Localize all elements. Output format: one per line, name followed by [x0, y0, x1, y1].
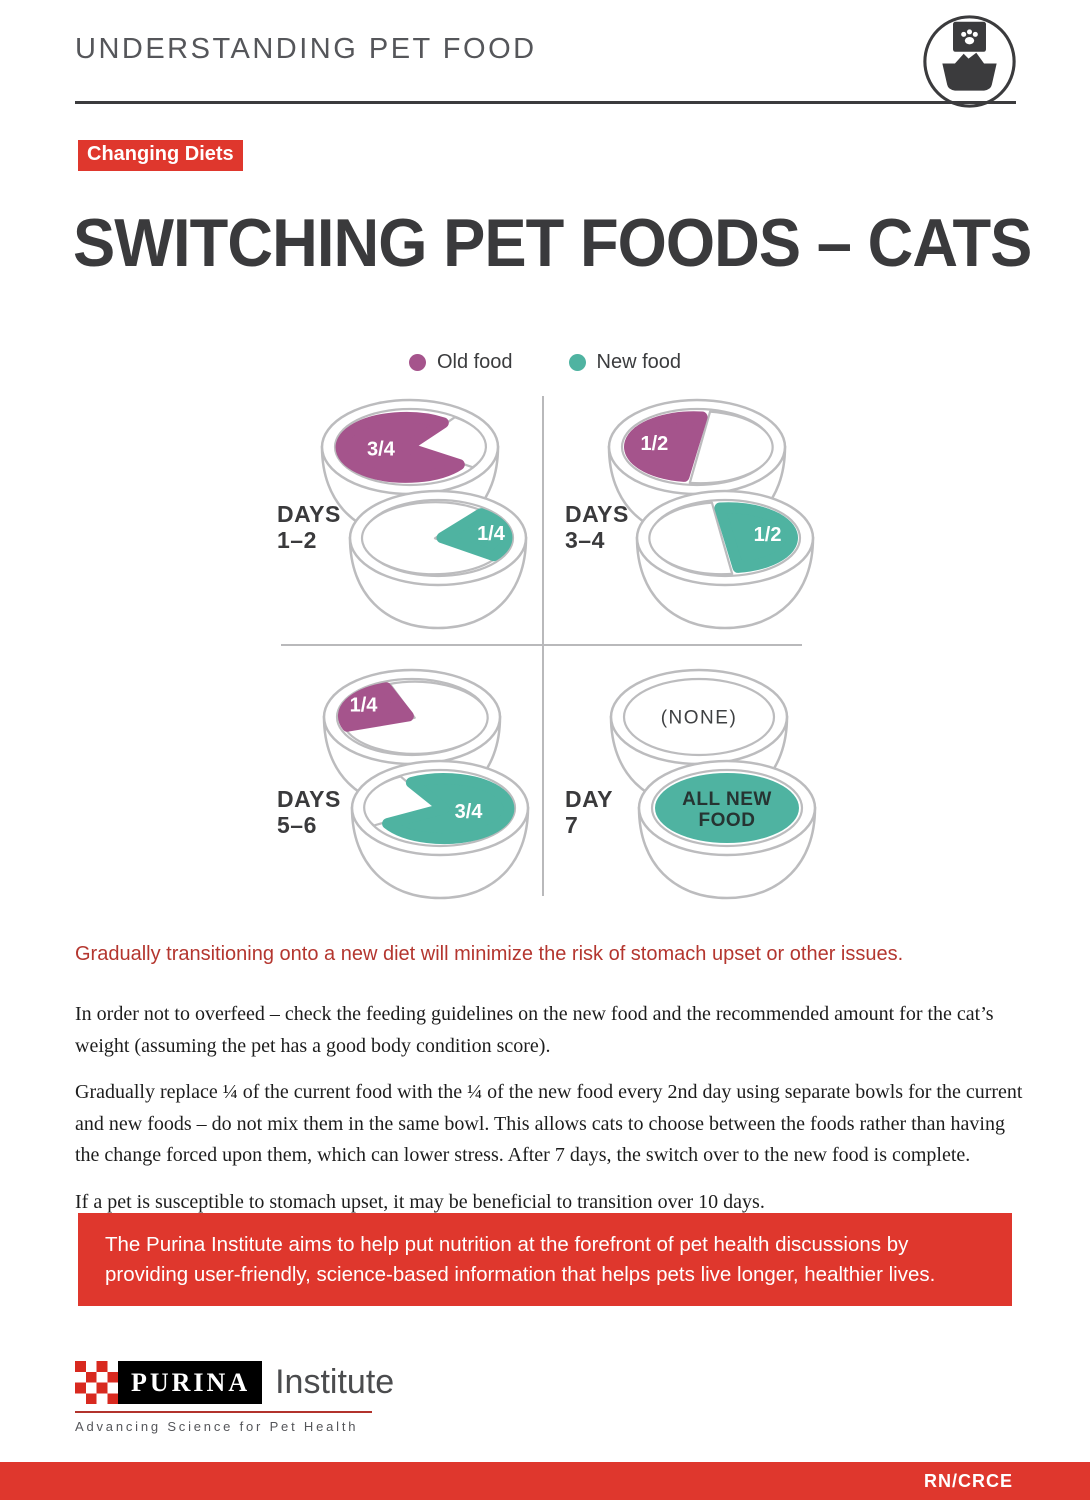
body-text: In order not to overfeed – check the fee… [75, 999, 1023, 1234]
legend-item-new-food: New food [568, 351, 682, 374]
quadrant-label-line: 3–4 [565, 526, 605, 553]
purina-institute-logo: PURINA Institute Advancing Science for P… [75, 1361, 394, 1434]
purina-institute-banner: The Purina Institute aims to help put nu… [78, 1213, 1012, 1306]
quadrant-label-line: DAYS [277, 501, 341, 527]
svg-text:3/4: 3/4 [367, 439, 396, 461]
banner-line-2: providing user-friendly, science-based i… [105, 1263, 936, 1286]
logo-divider [75, 1411, 372, 1413]
page-title: SWITCHING PET FOODS – CATS [73, 205, 1032, 281]
purina-wordmark: PURINA [75, 1361, 263, 1404]
legend-item-old-food: Old food [408, 351, 513, 374]
header-title: UNDERSTANDING PET FOOD [75, 33, 537, 65]
legend: Old food New food [0, 351, 1090, 374]
institute-text: Institute [275, 1363, 395, 1401]
pet-food-bag-bowl-icon [923, 15, 1016, 108]
purina-checkerboard-icon [75, 1361, 118, 1404]
svg-text:3/4: 3/4 [455, 801, 484, 823]
quadrant-label-line: 7 [565, 811, 579, 838]
svg-text:1/2: 1/2 [754, 524, 782, 546]
quadrant-label-line: 5–6 [277, 811, 317, 838]
banner-line-1: The Purina Institute aims to help put nu… [105, 1233, 909, 1256]
paragraph-stomach: If a pet is susceptible to stomach upset… [75, 1190, 765, 1213]
new-food-dot-icon [568, 354, 586, 371]
transition-diagram-svg: 3/4 1/4 1/2 1/2 1/4 3/4 (NONE) ALL NEW FOOD [281, 396, 817, 900]
quadrant-label-days-5-6: DAYS 5–6 [277, 786, 341, 839]
svg-text:(NONE): (NONE) [661, 708, 738, 729]
svg-text:1/4: 1/4 [477, 523, 506, 545]
paragraph-replace: Gradually replace ¼ of the current food … [75, 1081, 1023, 1167]
legend-label-old: Old food [436, 351, 513, 373]
quadrant-label-days-1-2: DAYS 1–2 [277, 501, 341, 554]
quadrant-label-line: DAYS [277, 786, 341, 812]
header-divider [75, 101, 1016, 104]
purina-brand-text: PURINA [131, 1367, 251, 1397]
logo-tagline: Advancing Science for Pet Health [75, 1419, 359, 1434]
svg-text:1/4: 1/4 [350, 694, 379, 716]
footer-bar: RN/CRCE [0, 1462, 1090, 1500]
quadrant-label-line: 1–2 [277, 526, 317, 553]
footer-code: RN/CRCE [923, 1471, 1013, 1491]
category-badge: Changing Diets [78, 140, 243, 171]
lead-statement: Gradually transitioning onto a new diet … [75, 943, 904, 965]
paragraph-overfeed: In order not to overfeed – check the fee… [75, 1003, 994, 1057]
old-food-dot-icon [408, 354, 426, 371]
svg-text:1/2: 1/2 [641, 433, 669, 455]
legend-label-new: New food [596, 351, 682, 373]
quadrant-label-line: DAYS [565, 501, 629, 527]
transition-diagram: 3/4 1/4 1/2 1/2 1/4 3/4 (NONE) ALL NEW FOOD DAYS… [250, 390, 860, 910]
logo-row: PURINA Institute [75, 1361, 394, 1404]
quadrant-label-line: DAY [565, 786, 613, 812]
quadrant-label-days-3-4: DAYS 3–4 [565, 501, 629, 554]
quadrant-label-day-7: DAY 7 [565, 786, 613, 839]
